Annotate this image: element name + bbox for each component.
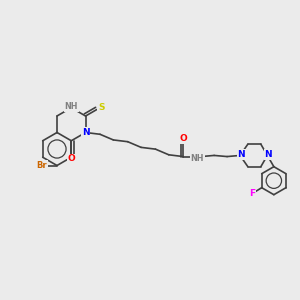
- Text: N: N: [237, 150, 245, 159]
- Text: S: S: [98, 103, 104, 112]
- Text: NH: NH: [64, 102, 78, 111]
- Text: N: N: [265, 150, 272, 159]
- Text: F: F: [249, 189, 255, 198]
- Text: NH: NH: [190, 154, 204, 163]
- Text: O: O: [179, 134, 187, 143]
- Text: N: N: [82, 128, 89, 137]
- Text: Br: Br: [37, 161, 47, 170]
- Text: O: O: [68, 154, 75, 163]
